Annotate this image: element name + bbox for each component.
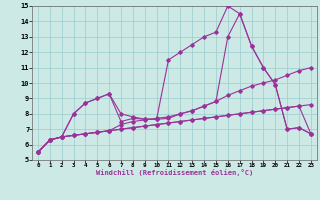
X-axis label: Windchill (Refroidissement éolien,°C): Windchill (Refroidissement éolien,°C) <box>96 169 253 176</box>
